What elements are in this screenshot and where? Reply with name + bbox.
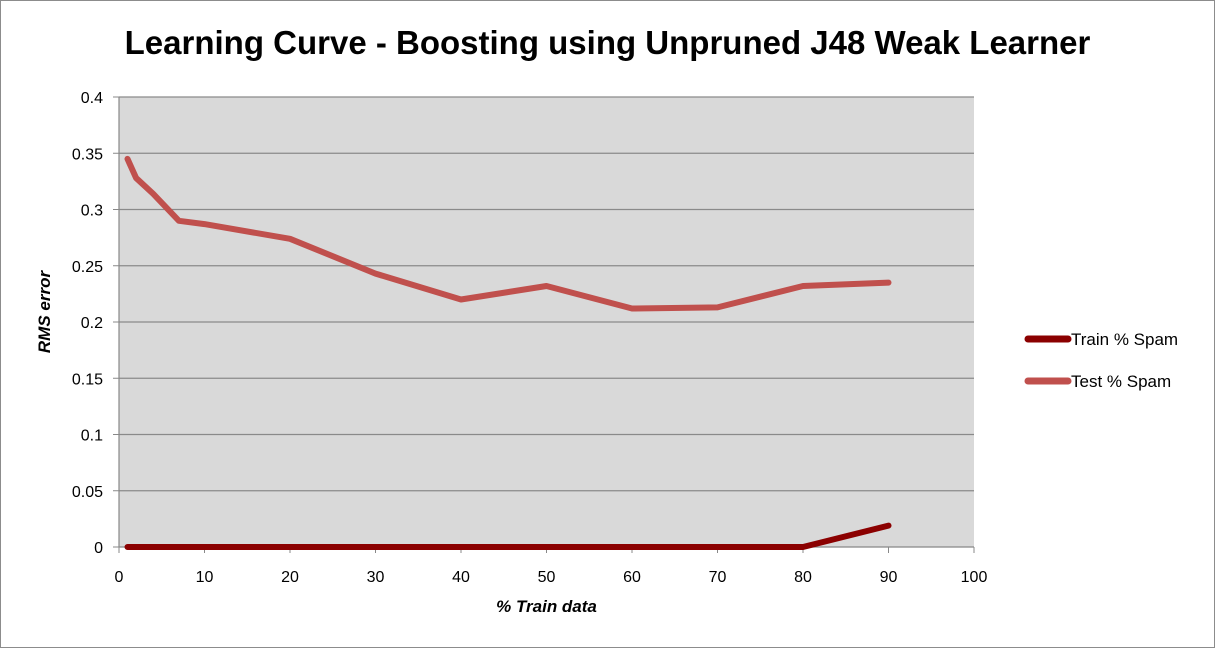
x-tick-label: 50 — [538, 569, 556, 586]
x-tick-label: 90 — [880, 569, 898, 586]
x-tick-label: 100 — [961, 569, 988, 586]
x-tick-label: 60 — [623, 569, 641, 586]
x-tick-label: 70 — [709, 569, 727, 586]
x-tick-label: 80 — [794, 569, 812, 586]
y-tick-label: 0.05 — [72, 484, 103, 501]
series-lines — [124, 155, 892, 550]
chart-title: Learning Curve - Boosting using Unpruned… — [124, 24, 1091, 61]
x-tick-label: 10 — [196, 569, 214, 586]
y-tick-label: 0.3 — [81, 203, 103, 220]
gridlines — [119, 96, 974, 492]
y-tick-label: 0.4 — [81, 90, 103, 107]
series-line-test-spam — [124, 155, 892, 312]
y-tick-label: 0.1 — [81, 428, 103, 445]
series-line-train-spam — [124, 522, 892, 550]
y-tick-label: 0.2 — [81, 315, 103, 332]
tick-labels: 0 0.05 0.1 0.15 0.2 0.25 0.3 0.35 0.4 0 10 20 30 40 50… — [72, 90, 988, 586]
x-tick-label: 20 — [281, 569, 299, 586]
y-tick-label: 0 — [94, 540, 103, 557]
x-tick-label: 30 — [367, 569, 385, 586]
y-tick-label: 0.25 — [72, 259, 103, 276]
y-tick-label: 0.35 — [72, 146, 103, 163]
y-axis-title: RMS error — [35, 270, 54, 354]
y-tick-label: 0.15 — [72, 371, 103, 388]
legend-label: Train % Spam — [1071, 330, 1178, 349]
x-axis-title: % Train data — [496, 597, 597, 616]
x-tick-label: 0 — [115, 569, 124, 586]
legend-label: Test % Spam — [1071, 372, 1171, 391]
legend: Train % Spam Test % Spam — [1024, 330, 1178, 391]
x-tick-label: 40 — [452, 569, 470, 586]
